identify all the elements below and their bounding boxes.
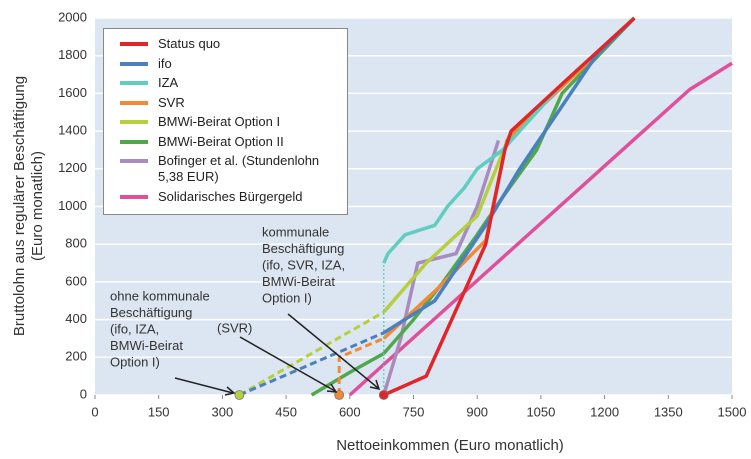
marker	[234, 390, 245, 400]
arrow	[287, 313, 379, 389]
annotation: ohne kommunale	[110, 288, 210, 303]
x-tick-label: 300	[212, 404, 234, 419]
y-tick-label: 1200	[58, 160, 87, 175]
line	[382, 139, 501, 396]
legend-swatch	[120, 139, 148, 144]
legend: Status quo ifo IZA SVR BMWi-Beirat Option I B…	[103, 28, 348, 215]
x-tick-label: 1050	[526, 404, 555, 419]
legend-swatch	[120, 100, 148, 105]
y-axis-label: Bruttolohn aus regulärer Beschäftigung	[11, 76, 28, 336]
line	[337, 337, 385, 395]
annotation: Beschäftigung	[262, 241, 344, 256]
x-tick-label: 1200	[590, 404, 619, 419]
y-tick-label: 1000	[58, 198, 87, 213]
y-tick-label: 200	[65, 349, 87, 364]
x-axis-label: Nettoeinkommen (Euro monatlich)	[336, 437, 564, 454]
legend-swatch	[120, 194, 148, 199]
line	[382, 16, 636, 264]
legend-entry: Bofinger et al. (Stundenlohn 5,38 EUR)	[104, 153, 347, 185]
line	[238, 310, 385, 397]
x-tick-label: 900	[466, 404, 488, 419]
y-tick-label: 800	[65, 236, 87, 251]
line	[310, 16, 636, 397]
annotation: (SVR)	[217, 320, 252, 335]
annotation: Option I)	[110, 354, 160, 369]
annotation: BMWi-Beirat	[262, 274, 335, 289]
marker	[378, 390, 389, 400]
annotation: BMWi-Beirat	[110, 338, 183, 353]
legend-entry: ifo	[104, 56, 347, 72]
legend-label: Solidarisches Bürgergeld	[158, 188, 303, 204]
legend-label: ifo	[158, 55, 172, 71]
annotation: Beschäftigung	[110, 305, 192, 320]
y-tick-label: 2000	[58, 9, 87, 24]
arrows	[174, 313, 381, 396]
legend-label: BMWi-Beirat Option II	[158, 133, 284, 149]
legend-entry: Solidarisches Bürgergeld	[104, 189, 347, 205]
x-tick-label: 1500	[718, 404, 747, 419]
annotation: Option I)	[262, 290, 312, 305]
legend-swatch	[120, 81, 148, 85]
y-tick-label: 1800	[58, 47, 87, 62]
x-tick-label: 450	[275, 404, 297, 419]
annotation: kommunale	[262, 224, 329, 239]
annotation: (ifo, SVR, IZA,	[262, 257, 345, 272]
legend-label: IZA	[158, 75, 179, 90]
legend-entry: BMWi-Beirat Option II	[104, 134, 347, 150]
arrowhead	[224, 386, 236, 396]
y-tick-label: 0	[80, 386, 87, 401]
legend-swatch	[120, 42, 148, 46]
legend-swatch	[120, 61, 148, 66]
y-tick-label: 1400	[58, 123, 87, 138]
legend-label: SVR	[158, 94, 185, 110]
x-tick-label: 0	[91, 404, 98, 419]
line	[238, 331, 385, 397]
lines	[234, 16, 733, 400]
y-tick-label: 400	[65, 311, 87, 326]
x-tick-label: 750	[403, 404, 425, 419]
legend-label: Status quo	[158, 36, 221, 51]
x-tick-label: 150	[148, 404, 170, 419]
x-tick-label: 600	[339, 404, 361, 419]
arrow	[239, 336, 336, 392]
legend-label: Bofinger et al. (Stundenlohn 5,38 EUR)	[158, 153, 320, 184]
annotation: (ifo, IZA,	[110, 321, 159, 336]
arrow	[174, 377, 234, 394]
legend-entry: IZA	[104, 75, 347, 91]
legend-swatch	[120, 120, 148, 124]
legend-entry: BMWi-Beirat Option I	[104, 114, 347, 130]
x-tick-label: 1350	[654, 404, 683, 419]
y-tick-label: 600	[65, 273, 87, 288]
legend-entry: SVR	[104, 95, 347, 111]
line	[383, 16, 636, 397]
legend-label: BMWi-Beirat Option I	[158, 114, 281, 129]
legend-swatch	[120, 159, 148, 163]
legend-entry: Status quo	[104, 36, 347, 52]
y-axis-label: (Euro monatlich)	[29, 151, 46, 261]
y-tick-label: 1600	[58, 85, 87, 100]
arrowhead	[326, 383, 338, 393]
arrowhead	[369, 379, 381, 391]
